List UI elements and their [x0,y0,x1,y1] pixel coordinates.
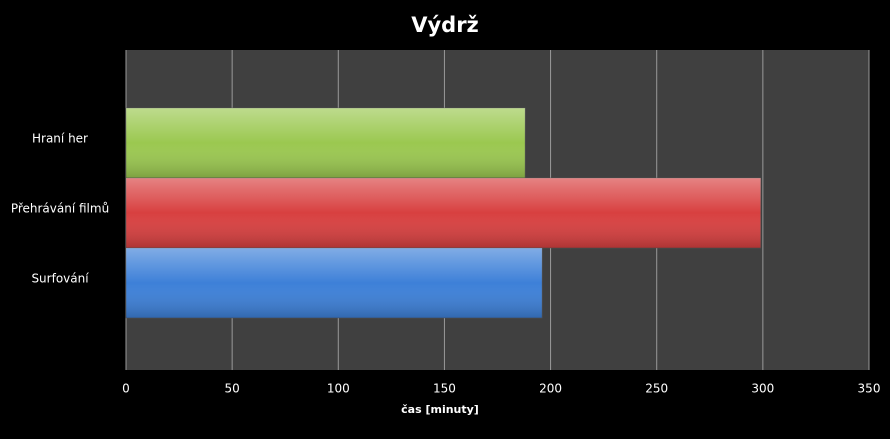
y-tick-label: Přehrávání filmů [11,202,109,216]
chart-title: Výdrž [411,13,479,37]
x-tick-label: 250 [645,382,668,396]
x-tick-label: 100 [327,382,350,396]
y-tick-label: Surfování [31,272,89,286]
x-tick-label: 50 [225,382,240,396]
x-tick-label: 0 [122,382,130,396]
x-tick-label: 300 [751,382,774,396]
bar-shine [126,108,526,178]
x-tick-label: 150 [433,382,456,396]
y-tick-label: Hraní her [32,132,88,146]
bar-shine [126,248,543,318]
x-tick-label: 200 [539,382,562,396]
x-axis-title: čas [minuty] [401,403,479,416]
x-tick-label: 350 [858,382,881,396]
bar-shine [126,178,761,248]
